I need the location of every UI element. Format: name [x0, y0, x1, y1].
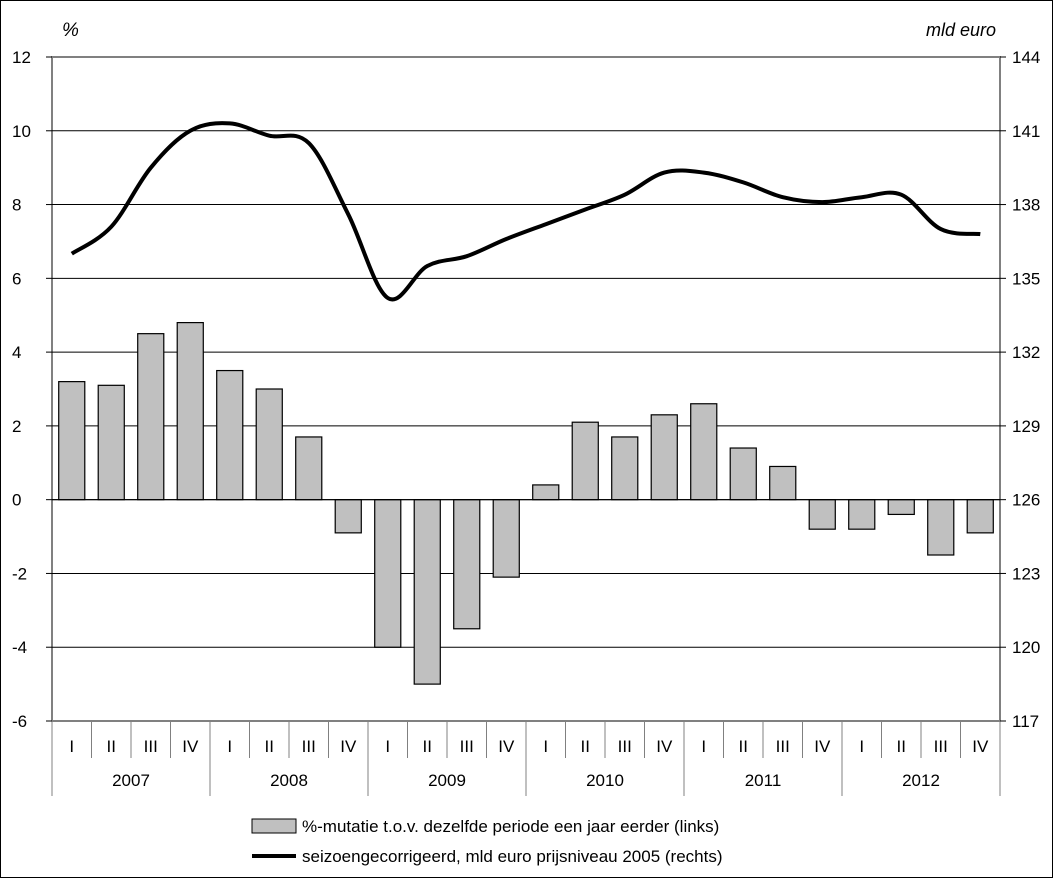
right-tick-label: 141	[1012, 122, 1040, 141]
x-tick-label: IV	[182, 737, 199, 756]
right-tick-label: 138	[1012, 196, 1040, 215]
left-tick-label: 8	[12, 196, 21, 215]
bar	[611, 436, 639, 501]
x-tick-label: IV	[972, 737, 989, 756]
bar	[413, 499, 441, 685]
bar	[137, 333, 165, 501]
bar	[887, 499, 915, 516]
bar	[966, 499, 994, 534]
year-label: 2009	[428, 771, 466, 790]
left-tick-label: 0	[12, 491, 21, 510]
x-tick-label: II	[739, 737, 748, 756]
x-tick-label: III	[302, 737, 316, 756]
bar	[216, 369, 244, 501]
bar	[334, 499, 362, 534]
left-tick-label: -4	[12, 638, 27, 657]
bar-series	[58, 322, 994, 685]
right-tick-label: 117	[1012, 712, 1039, 731]
year-label: 2011	[745, 771, 782, 790]
x-tick-label: I	[701, 737, 706, 756]
x-tick-label: I	[69, 737, 74, 756]
bar	[58, 381, 86, 501]
year-label: 2010	[586, 771, 624, 790]
x-tick-label: III	[618, 737, 632, 756]
x-tick-label: IV	[498, 737, 515, 756]
left-tick-label: 10	[12, 122, 31, 141]
right-tick-label: 144	[1012, 48, 1040, 67]
x-tick-label: III	[934, 737, 948, 756]
x-tick-label: II	[265, 737, 274, 756]
x-tick-label: I	[227, 737, 232, 756]
right-tick-label: 123	[1012, 564, 1040, 583]
bar	[97, 384, 125, 501]
x-tick-label: III	[776, 737, 790, 756]
year-label: 2007	[112, 771, 150, 790]
x-tick-label: IV	[340, 737, 357, 756]
line-series	[70, 121, 981, 302]
plot-area	[51, 56, 1001, 722]
left-tick-label: 12	[12, 48, 31, 67]
bar	[374, 499, 402, 648]
right-tick-label: 132	[1012, 343, 1040, 362]
x-tick-label: III	[144, 737, 158, 756]
left-tick-label: -2	[12, 564, 27, 583]
right-tick-label: 135	[1012, 269, 1040, 288]
legend-bar-swatch	[251, 818, 297, 834]
bar	[571, 421, 599, 501]
bar	[255, 388, 283, 501]
right-tick-label: 129	[1012, 417, 1040, 436]
line-path	[70, 121, 981, 302]
bar	[492, 499, 520, 578]
right-tick-label: 120	[1012, 638, 1040, 657]
left-tick-label: 4	[12, 343, 21, 362]
left-tick-label: -6	[12, 712, 27, 731]
right-tick-label: 126	[1012, 491, 1040, 510]
x-tick-label: II	[581, 737, 590, 756]
bar	[453, 499, 481, 630]
bar	[690, 403, 718, 501]
legend-line-label: seizoengecorrigeerd, mld euro prijsnivea…	[302, 847, 723, 866]
x-tick-label: III	[460, 737, 474, 756]
bar	[769, 465, 797, 501]
bar	[295, 436, 323, 501]
x-tick-label: II	[423, 737, 432, 756]
legend: %-mutatie t.o.v. dezelfde periode een ja…	[251, 817, 723, 866]
x-tick-label: I	[859, 737, 864, 756]
left-axis-unit: %	[62, 20, 79, 41]
left-tick-label: 6	[12, 269, 21, 288]
bar	[808, 499, 836, 530]
x-tick-label: II	[107, 737, 116, 756]
x-tick-label: IV	[814, 737, 831, 756]
bar	[729, 447, 757, 501]
bar	[532, 484, 560, 501]
legend-bar-label: %-mutatie t.o.v. dezelfde periode een ja…	[302, 817, 719, 836]
year-label: 2012	[902, 771, 940, 790]
bar	[927, 499, 955, 556]
bar	[848, 499, 876, 530]
x-tick-label: II	[897, 737, 906, 756]
left-tick-label: 2	[12, 417, 21, 436]
x-tick-label: I	[385, 737, 390, 756]
x-tick-label: IV	[656, 737, 673, 756]
x-tick-label: I	[543, 737, 548, 756]
year-label: 2008	[270, 771, 308, 790]
bar	[650, 414, 678, 501]
bar	[176, 322, 204, 501]
right-axis-unit: mld euro	[926, 20, 996, 40]
axes: 12 10 8 6 4 2 0 -2 -4 -6 144 141 138 135 132 129 126 123 1…	[12, 48, 1040, 796]
